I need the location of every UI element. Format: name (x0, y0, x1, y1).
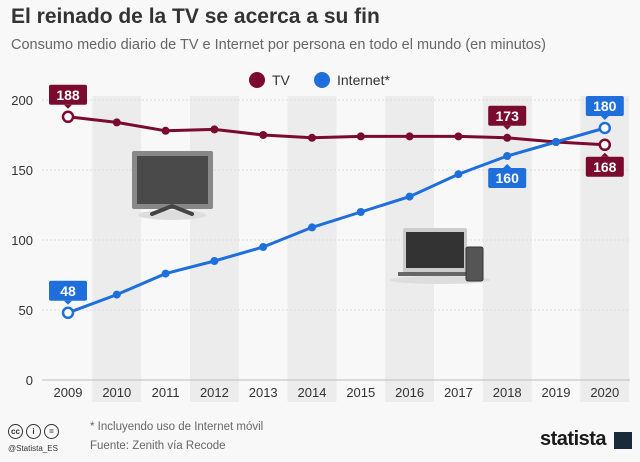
data-label-box (488, 105, 527, 126)
column-stripe (190, 96, 239, 402)
data-point (161, 269, 170, 278)
data-point (210, 257, 219, 265)
tv-screen (137, 156, 208, 204)
x-tick-label: 2016 (395, 385, 424, 400)
data-point (210, 125, 219, 134)
tv-icon (132, 151, 213, 220)
tv-stand (150, 203, 194, 216)
data-label: 48 (60, 283, 76, 299)
x-tick-label: 2020 (590, 385, 619, 400)
data-label-pointer (503, 125, 512, 130)
legend-label: TV (272, 72, 291, 88)
data-point (552, 138, 560, 146)
data-label: 168 (593, 159, 617, 175)
data-label: 180 (593, 98, 617, 114)
data-label-pointer (600, 116, 609, 120)
data-point (503, 133, 512, 142)
series-line-internet (67, 126, 606, 315)
data-point (61, 306, 75, 320)
data-point (356, 208, 365, 216)
laptop-base (398, 272, 470, 276)
y-tick-label: 200 (11, 93, 33, 108)
y-tick-label: 150 (11, 163, 33, 178)
data-label: 160 (496, 170, 520, 186)
x-tick-label: 2015 (346, 385, 375, 400)
data-point (356, 132, 365, 141)
x-tick-label: 2009 (54, 385, 83, 400)
data-label-pointer (503, 164, 512, 168)
data-point (259, 131, 268, 139)
laptop-shadow (390, 276, 490, 284)
data-label-pointer (600, 152, 609, 157)
x-tick-label: 2012 (200, 385, 229, 400)
x-tick-label: 2017 (444, 385, 473, 400)
data-point (308, 223, 316, 232)
column-stripe (287, 96, 337, 402)
x-tick-label: 2019 (542, 385, 571, 400)
y-tick-label: 0 (26, 373, 33, 388)
tv-shadow (138, 210, 206, 220)
data-label-box (585, 156, 624, 177)
series-line-tv (67, 115, 605, 147)
data-point (112, 118, 121, 127)
y-tick-label: 50 (19, 303, 33, 318)
data-point (161, 126, 170, 135)
statista-logo-mark (614, 432, 632, 449)
chart-subtitle: Consumo medio diario de TV e Internet po… (11, 37, 546, 53)
data-label-box (585, 96, 624, 116)
data-point (405, 192, 414, 201)
legend-marker (314, 72, 330, 88)
source: Fuente: Zenith vía Recode (90, 440, 226, 452)
x-tick-label: 2013 (249, 385, 278, 400)
data-point (598, 138, 612, 152)
data-point (259, 243, 268, 251)
data-label-pointer (64, 104, 72, 109)
x-tick-label: 2010 (102, 385, 131, 400)
data-point (61, 110, 75, 124)
data-point (454, 170, 463, 179)
laptop-phone-icon (390, 228, 490, 284)
phone (465, 246, 484, 282)
data-point (598, 121, 612, 135)
data-point (112, 290, 121, 299)
statista-logo: statista (540, 428, 607, 450)
data-point (454, 132, 463, 141)
column-stripe (92, 96, 142, 402)
chart-title: El reinado de la TV se acerca a su fin (11, 5, 380, 28)
footnote: * Incluyendo uso de Internet móvil (90, 421, 264, 433)
column-stripe (482, 96, 532, 402)
legend-label: Internet* (337, 72, 390, 88)
data-label-pointer (64, 300, 72, 305)
x-tick-label: 2018 (493, 385, 522, 400)
data-label-box (488, 168, 527, 188)
creative-commons-icon: cc i = (8, 424, 59, 439)
data-label-box (49, 84, 87, 105)
data-label: 173 (496, 108, 520, 124)
data-point (405, 132, 414, 141)
x-tick-label: 2011 (152, 385, 180, 400)
twitter-handle: @Statista_ES (8, 444, 58, 453)
x-tick-label: 2014 (298, 385, 327, 400)
data-label: 188 (56, 87, 80, 103)
y-tick-label: 100 (11, 233, 33, 248)
laptop-screen (406, 232, 464, 268)
data-point (503, 152, 512, 160)
data-label-box (49, 280, 87, 301)
legend-marker (249, 72, 265, 88)
data-point (308, 133, 316, 142)
